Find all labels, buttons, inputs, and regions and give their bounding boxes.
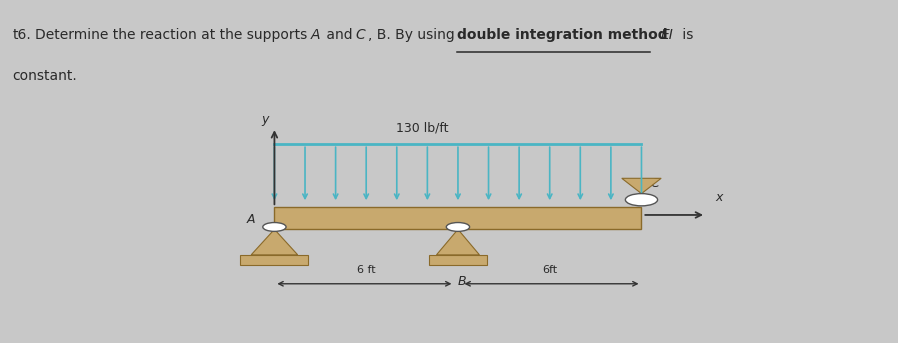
Text: 130 lb/ft: 130 lb/ft xyxy=(395,121,448,134)
FancyBboxPatch shape xyxy=(275,207,641,229)
Polygon shape xyxy=(251,229,298,255)
Circle shape xyxy=(263,223,286,232)
Text: 6ft: 6ft xyxy=(542,265,558,275)
Text: t6.: t6. xyxy=(13,28,31,42)
FancyBboxPatch shape xyxy=(241,255,308,265)
Text: 6 ft: 6 ft xyxy=(357,265,375,275)
FancyBboxPatch shape xyxy=(429,255,487,265)
Text: y: y xyxy=(262,113,269,126)
Text: constant.: constant. xyxy=(13,69,77,83)
Text: C: C xyxy=(650,177,659,190)
Text: .: . xyxy=(649,28,658,42)
Text: B: B xyxy=(458,275,467,288)
Text: A: A xyxy=(246,213,255,226)
Text: Determine the reaction at the supports: Determine the reaction at the supports xyxy=(35,28,312,42)
Circle shape xyxy=(625,193,657,206)
Text: and: and xyxy=(321,28,357,42)
Text: double integration method: double integration method xyxy=(457,28,668,42)
Text: x: x xyxy=(715,190,722,203)
Circle shape xyxy=(446,223,470,232)
Text: EI: EI xyxy=(660,28,674,42)
Text: C: C xyxy=(356,28,365,42)
Polygon shape xyxy=(621,178,661,193)
Text: , B. By using: , B. By using xyxy=(367,28,459,42)
Text: is: is xyxy=(678,28,693,42)
Polygon shape xyxy=(436,229,480,255)
Text: A: A xyxy=(310,28,320,42)
